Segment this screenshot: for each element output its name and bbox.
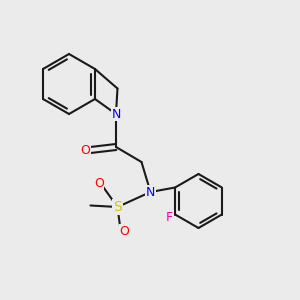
Text: F: F — [166, 211, 173, 224]
Text: S: S — [113, 200, 122, 214]
Text: O: O — [119, 225, 129, 238]
Text: O: O — [94, 177, 104, 190]
Text: O: O — [80, 143, 90, 157]
Text: N: N — [111, 107, 121, 121]
Text: N: N — [146, 185, 155, 199]
